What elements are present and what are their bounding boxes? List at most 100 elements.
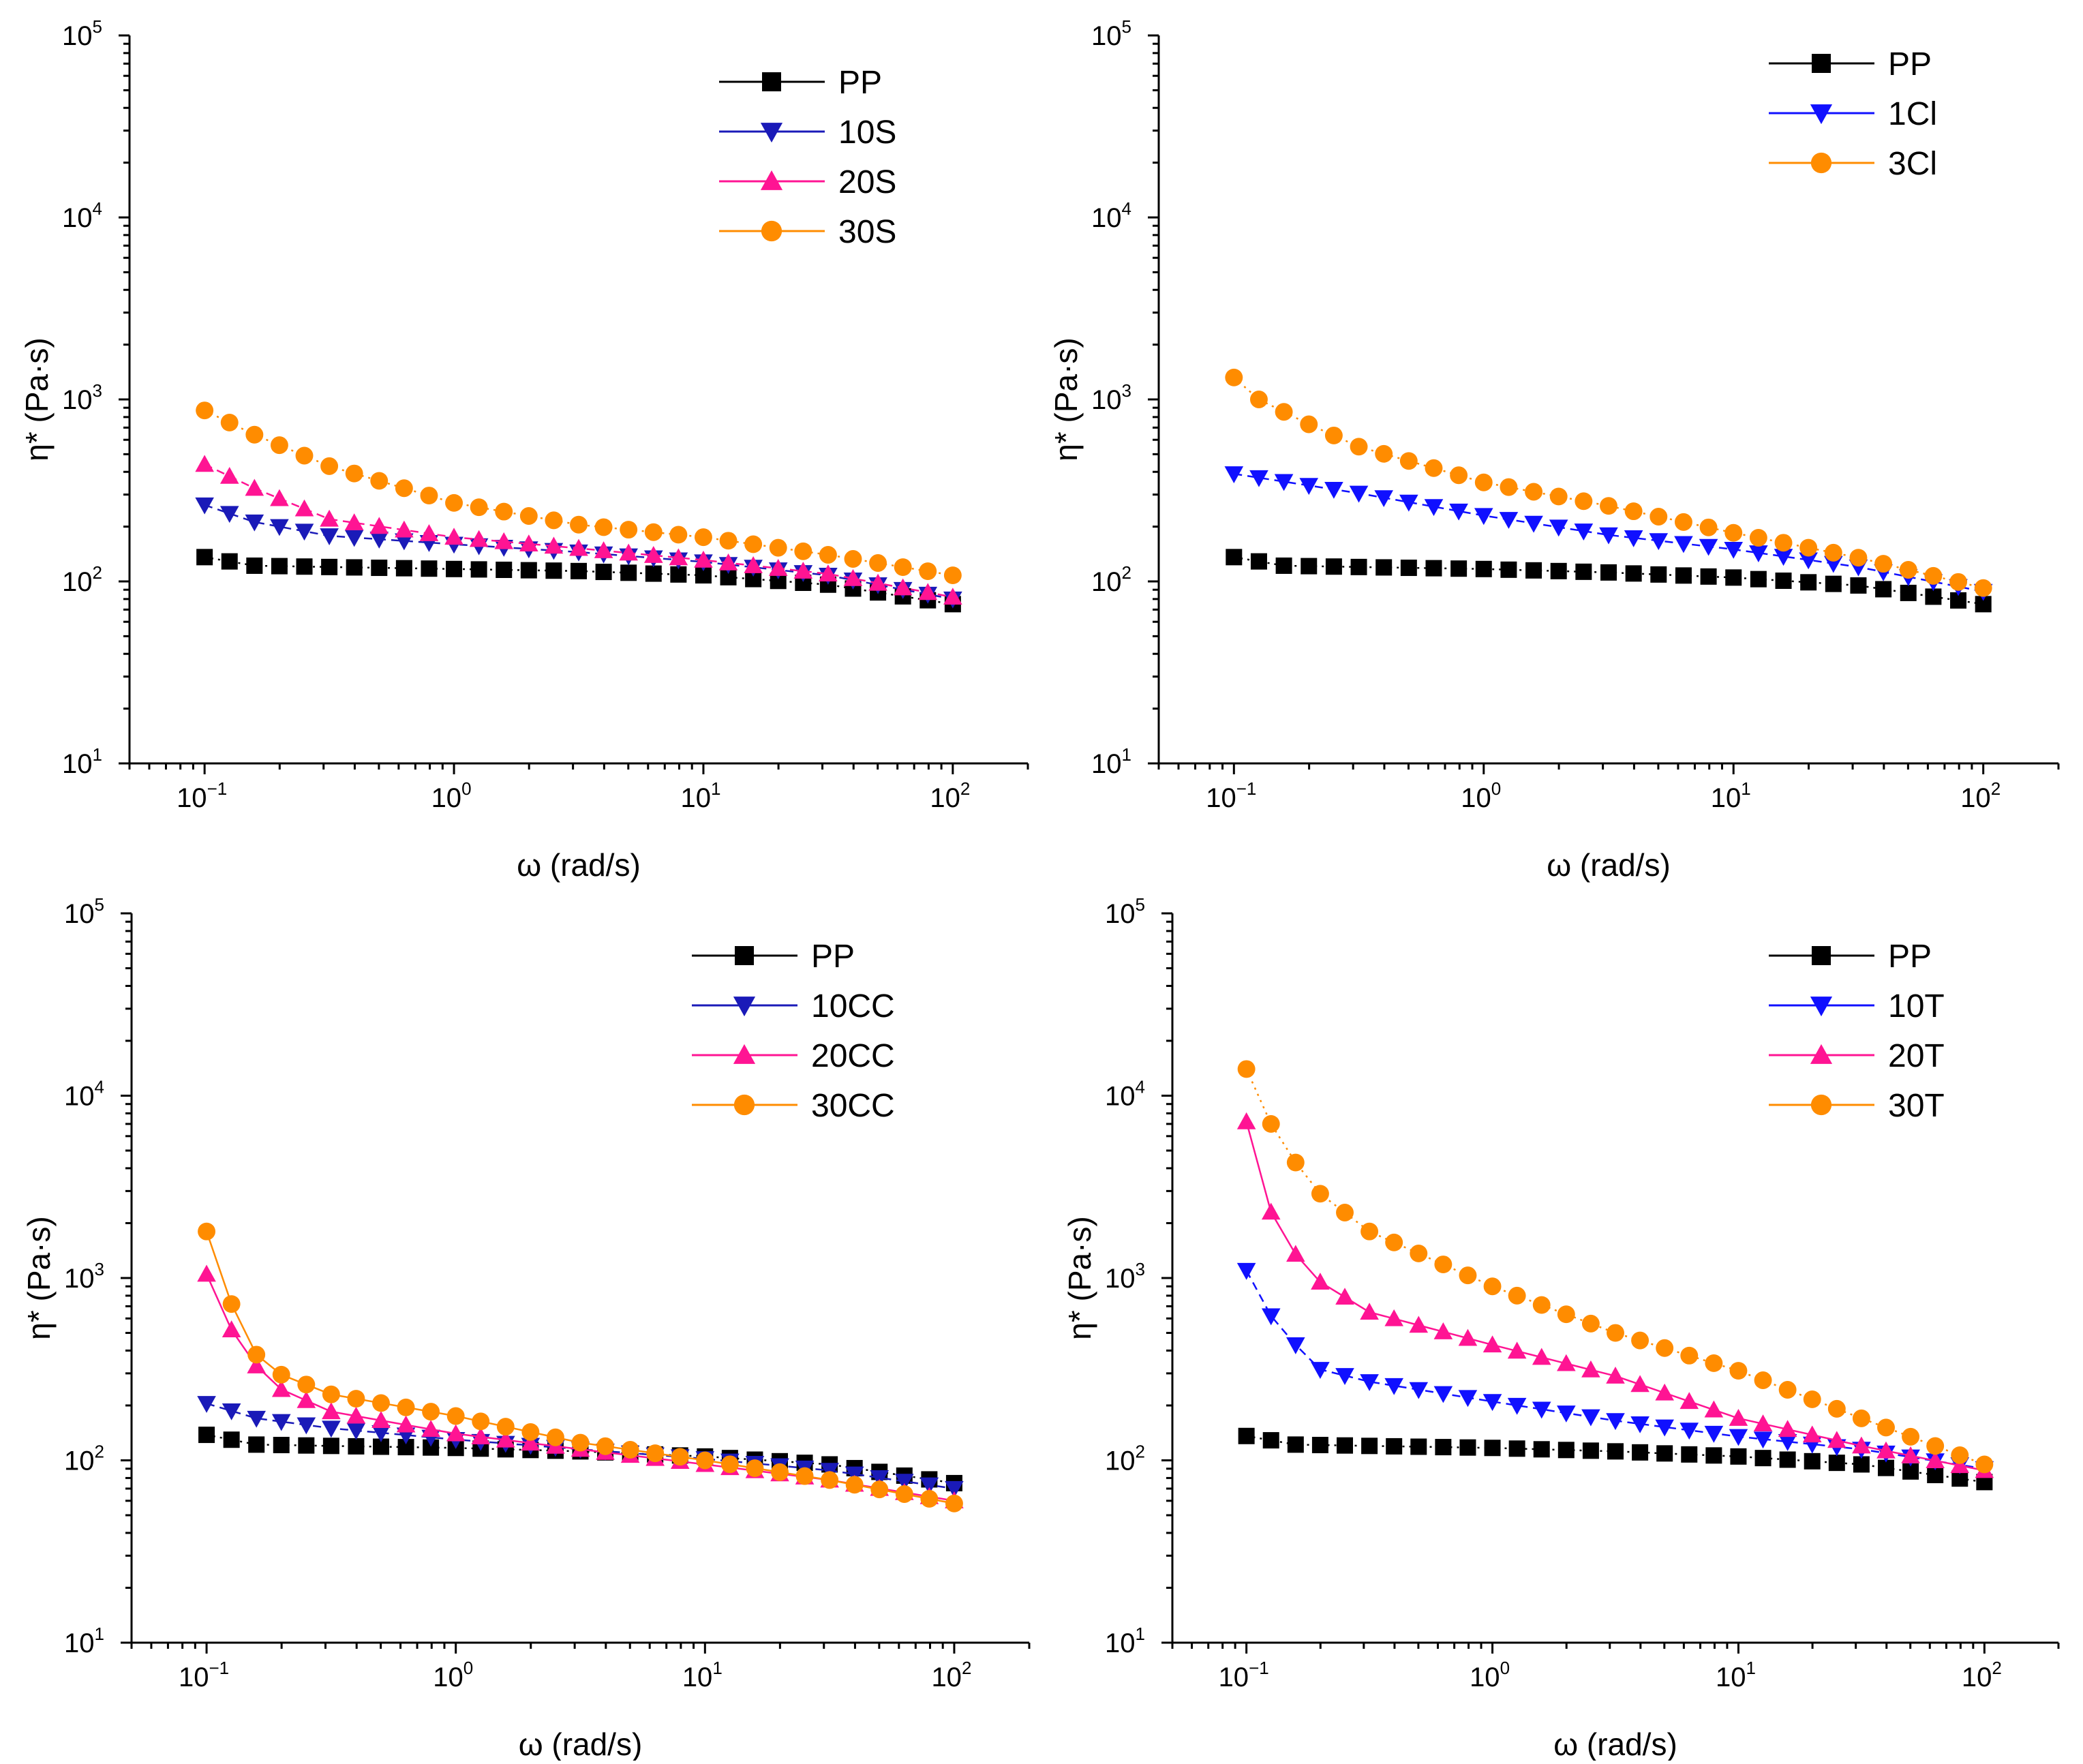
data-point-PP: [248, 1436, 265, 1453]
data-point-30T: [1902, 1427, 1920, 1446]
data-point-PP: [1725, 569, 1742, 586]
data-point-PP: [1600, 564, 1617, 581]
data-point-3Cl: [1500, 478, 1518, 496]
data-point-10CC: [271, 1414, 291, 1431]
x-axis-title: ω (rad/s): [1553, 1727, 1677, 1761]
data-point-30CC: [920, 1489, 939, 1508]
data-point-1Cl: [1424, 499, 1444, 517]
data-point-PP: [271, 558, 288, 575]
data-point-1Cl: [1299, 478, 1319, 496]
data-point-30CC: [297, 1375, 316, 1394]
data-point-PP: [446, 560, 463, 577]
data-point-3Cl: [1300, 415, 1318, 434]
data-point-30T: [1729, 1362, 1748, 1380]
data-point-1Cl: [1224, 466, 1244, 483]
series-line-20CC: [205, 1273, 955, 1502]
data-point-30T: [1286, 1153, 1305, 1172]
data-point-20S: [245, 478, 264, 496]
data-point-3Cl: [1525, 483, 1543, 501]
data-point-PP: [1775, 572, 1792, 589]
data-point-30S: [395, 479, 413, 498]
data-point-30CC: [198, 1222, 216, 1241]
data-point-PP: [1800, 574, 1817, 591]
data-point-1Cl: [1324, 481, 1343, 499]
data-point-30CC: [945, 1494, 963, 1512]
data-point-PP: [321, 558, 338, 575]
data-point-3Cl: [1649, 508, 1668, 526]
data-point-10T: [1483, 1394, 1502, 1412]
data-point-PP: [1700, 568, 1717, 585]
data-point-20T: [1630, 1375, 1649, 1393]
data-point-20S: [868, 573, 887, 591]
data-point-30T: [1778, 1381, 1797, 1399]
data-point-20S: [519, 534, 538, 551]
data-point-30CC: [621, 1440, 639, 1459]
data-point-20CC: [271, 1380, 291, 1397]
data-point-30S: [320, 457, 339, 475]
data-point-30T: [1975, 1455, 1994, 1474]
data-point-PP: [395, 560, 412, 577]
data-point-PP: [298, 1437, 315, 1454]
data-point-PP: [371, 560, 388, 577]
data-point-10CC: [895, 1474, 914, 1491]
data-point-30T: [1656, 1339, 1674, 1357]
legend-label-30S: 30S: [838, 214, 896, 250]
data-point-PP: [1301, 558, 1318, 575]
x-tick-label: 102: [1960, 778, 2001, 813]
data-point-1Cl: [1549, 519, 1568, 537]
data-point-PP: [1557, 1442, 1575, 1459]
data-point-10T: [1286, 1337, 1305, 1354]
series-1Cl: [1224, 466, 1993, 601]
data-point-30S: [869, 554, 887, 572]
data-point-20T: [1458, 1328, 1478, 1346]
data-point-PP: [1287, 1436, 1304, 1453]
legend-label-30CC: 30CC: [811, 1088, 895, 1124]
data-point-20CC: [297, 1390, 316, 1408]
data-point-30S: [620, 521, 638, 539]
data-point-30T: [1483, 1277, 1502, 1296]
data-point-10S: [245, 514, 264, 532]
data-point-30S: [570, 515, 588, 534]
data-point-30T: [1581, 1314, 1600, 1333]
data-point-20S: [494, 532, 514, 549]
data-point-20T: [1827, 1431, 1846, 1448]
x-tick-label: 101: [680, 778, 720, 813]
data-point-PP: [1850, 577, 1867, 594]
data-point-10CC: [945, 1480, 964, 1498]
y-tick-label: 104: [1105, 1077, 1145, 1112]
x-tick-label: 102: [931, 1658, 971, 1692]
data-point-30S: [270, 436, 288, 455]
data-point-3Cl: [1450, 466, 1468, 485]
data-point-20T: [1433, 1322, 1453, 1339]
data-point-10S: [395, 533, 414, 551]
data-point-20T: [1679, 1392, 1699, 1410]
data-point-PP: [221, 553, 238, 570]
data-point-30CC: [671, 1448, 689, 1466]
data-point-20T: [1261, 1202, 1281, 1220]
data-point-30S: [794, 542, 812, 560]
data-point-PP: [645, 565, 662, 582]
y-tick-label: 104: [64, 1077, 104, 1112]
data-point-20S: [694, 550, 713, 568]
data-point-PP: [1925, 588, 1942, 605]
data-point-20S: [320, 509, 339, 527]
data-point-10S: [369, 532, 389, 549]
data-point-30CC: [646, 1444, 665, 1463]
data-point-3Cl: [1824, 543, 1842, 562]
data-point-20S: [619, 543, 638, 561]
data-point-PP: [1375, 559, 1393, 576]
data-point-30T: [1336, 1204, 1354, 1221]
data-point-20S: [918, 583, 938, 600]
data-point-20T: [1950, 1456, 1970, 1474]
data-point-10T: [1729, 1429, 1748, 1446]
data-point-30T: [1877, 1418, 1895, 1437]
data-point-20T: [1901, 1446, 1920, 1463]
data-point-10CC: [297, 1417, 316, 1435]
data-point-3Cl: [1799, 538, 1818, 557]
y-tick-label: 105: [62, 16, 102, 51]
data-point-10T: [1581, 1409, 1600, 1427]
data-point-10CC: [322, 1420, 341, 1438]
legend-marker-PP: [762, 72, 781, 91]
data-point-20S: [369, 517, 389, 534]
y-axis-title: η* (Pa·s): [21, 1216, 57, 1339]
